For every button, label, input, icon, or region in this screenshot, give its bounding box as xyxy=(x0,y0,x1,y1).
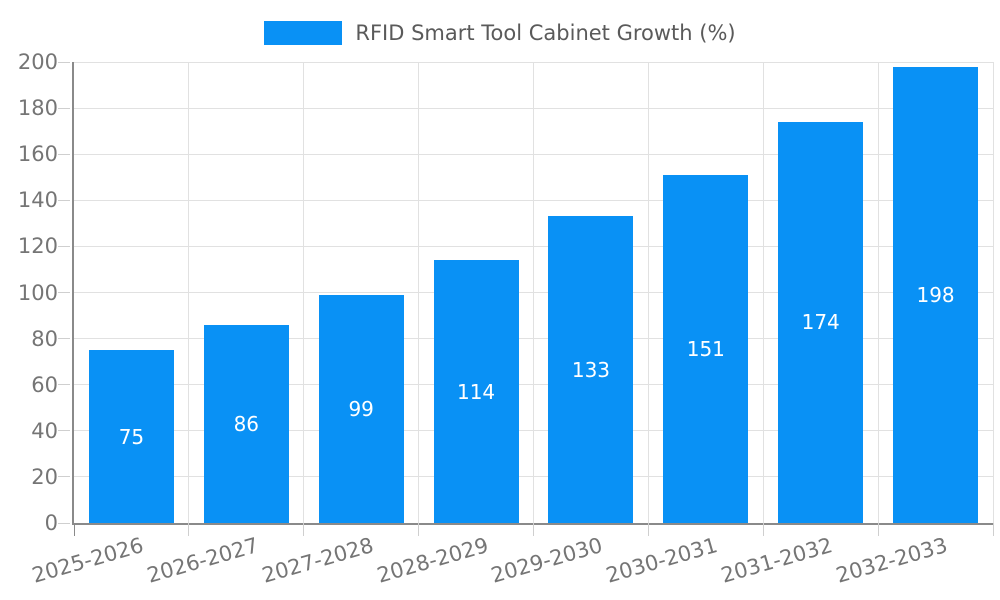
y-tick-label-200: 200 xyxy=(17,50,58,74)
v-gridline-5 xyxy=(647,62,649,523)
y-tick-label-40: 40 xyxy=(31,418,58,443)
bar-value-label: 114 xyxy=(456,379,496,404)
y-tick-label-120: 120 xyxy=(17,234,58,259)
x-tick-4 xyxy=(533,523,534,536)
y-tick-120 xyxy=(58,245,70,247)
y-tick-label-160: 160 xyxy=(17,142,58,167)
y-tick-label-80: 80 xyxy=(31,326,58,351)
x-tick-3 xyxy=(418,523,420,536)
x-tick-label-2026-2027: 2026-2027 xyxy=(144,533,261,588)
y-tick-label-180: 180 xyxy=(17,96,58,121)
x-tick-label-2027-2028: 2027-2028 xyxy=(259,533,376,588)
bar-value-label: 151 xyxy=(686,336,725,361)
bar-value-label: 198 xyxy=(916,282,955,307)
x-tick-0 xyxy=(73,523,75,536)
x-tick-label-2028-2029: 2028-2029 xyxy=(374,533,491,588)
bar-2025-2026[interactable]: 75 xyxy=(88,350,174,523)
v-gridline-3 xyxy=(418,62,420,523)
y-tick-60 xyxy=(58,384,70,386)
y-tick-label-0: 0 xyxy=(44,511,58,535)
y-tick-160 xyxy=(58,153,70,155)
y-tick-180 xyxy=(58,107,70,109)
x-tick-6 xyxy=(762,523,764,536)
legend-swatch[interactable] xyxy=(264,21,343,45)
bar-2028-2029[interactable]: 114 xyxy=(433,260,519,523)
x-tick-label-2029-2030: 2029-2030 xyxy=(488,533,606,588)
x-tick-label-2025-2026: 2025-2026 xyxy=(29,533,147,588)
bar-2029-2030[interactable]: 133 xyxy=(548,216,634,523)
y-tick-200 xyxy=(58,61,70,63)
v-gridline-7 xyxy=(877,62,879,523)
x-tick-5 xyxy=(647,523,649,536)
bar-value-label: 174 xyxy=(801,310,840,335)
bar-2032-2033[interactable]: 198 xyxy=(893,66,979,523)
bar-value-label: 86 xyxy=(233,411,260,436)
bar-2026-2027[interactable]: 86 xyxy=(203,324,289,523)
bar-value-label: 75 xyxy=(118,424,145,449)
legend-label[interactable]: RFID Smart Tool Cabinet Growth (%) xyxy=(355,21,736,45)
y-tick-label-100: 100 xyxy=(17,280,58,305)
x-tick-2 xyxy=(303,523,305,536)
x-axis-line xyxy=(72,523,993,525)
y-tick-label-60: 60 xyxy=(31,372,58,397)
x-tick-label-2030-2031: 2030-2031 xyxy=(603,533,721,588)
v-gridline-8 xyxy=(992,62,994,523)
y-tick-label-140: 140 xyxy=(17,188,58,213)
x-tick-7 xyxy=(877,523,879,536)
v-gridline-1 xyxy=(188,62,190,523)
bar-2030-2031[interactable]: 151 xyxy=(663,174,749,523)
y-tick-label-20: 20 xyxy=(31,464,58,489)
y-tick-140 xyxy=(58,199,70,201)
v-gridline-2 xyxy=(303,62,305,523)
v-gridline-6 xyxy=(762,62,764,523)
plot-area: 75 86 99 114 133 151 174 198 0 20 40 60 80 100 120 140… xyxy=(18,50,994,588)
y-tick-80 xyxy=(58,338,70,340)
v-gridline-4 xyxy=(533,62,534,523)
x-tick-8 xyxy=(992,523,994,536)
legend[interactable]: RFID Smart Tool Cabinet Growth (%) xyxy=(0,21,1000,45)
y-tick-40 xyxy=(58,430,70,432)
x-tick-label-2031-2032: 2031-2032 xyxy=(718,533,836,588)
y-axis-line xyxy=(72,62,74,525)
bar-2031-2032[interactable]: 174 xyxy=(778,121,864,523)
bar-2027-2028[interactable]: 99 xyxy=(318,294,404,523)
bar-value-label: 99 xyxy=(348,396,374,421)
y-tick-0 xyxy=(58,522,70,524)
y-tick-20 xyxy=(58,476,70,478)
x-tick-1 xyxy=(188,523,190,536)
x-tick-label-2032-2033: 2032-2033 xyxy=(833,533,951,588)
y-tick-100 xyxy=(58,292,70,293)
bar-value-label: 133 xyxy=(571,357,611,382)
